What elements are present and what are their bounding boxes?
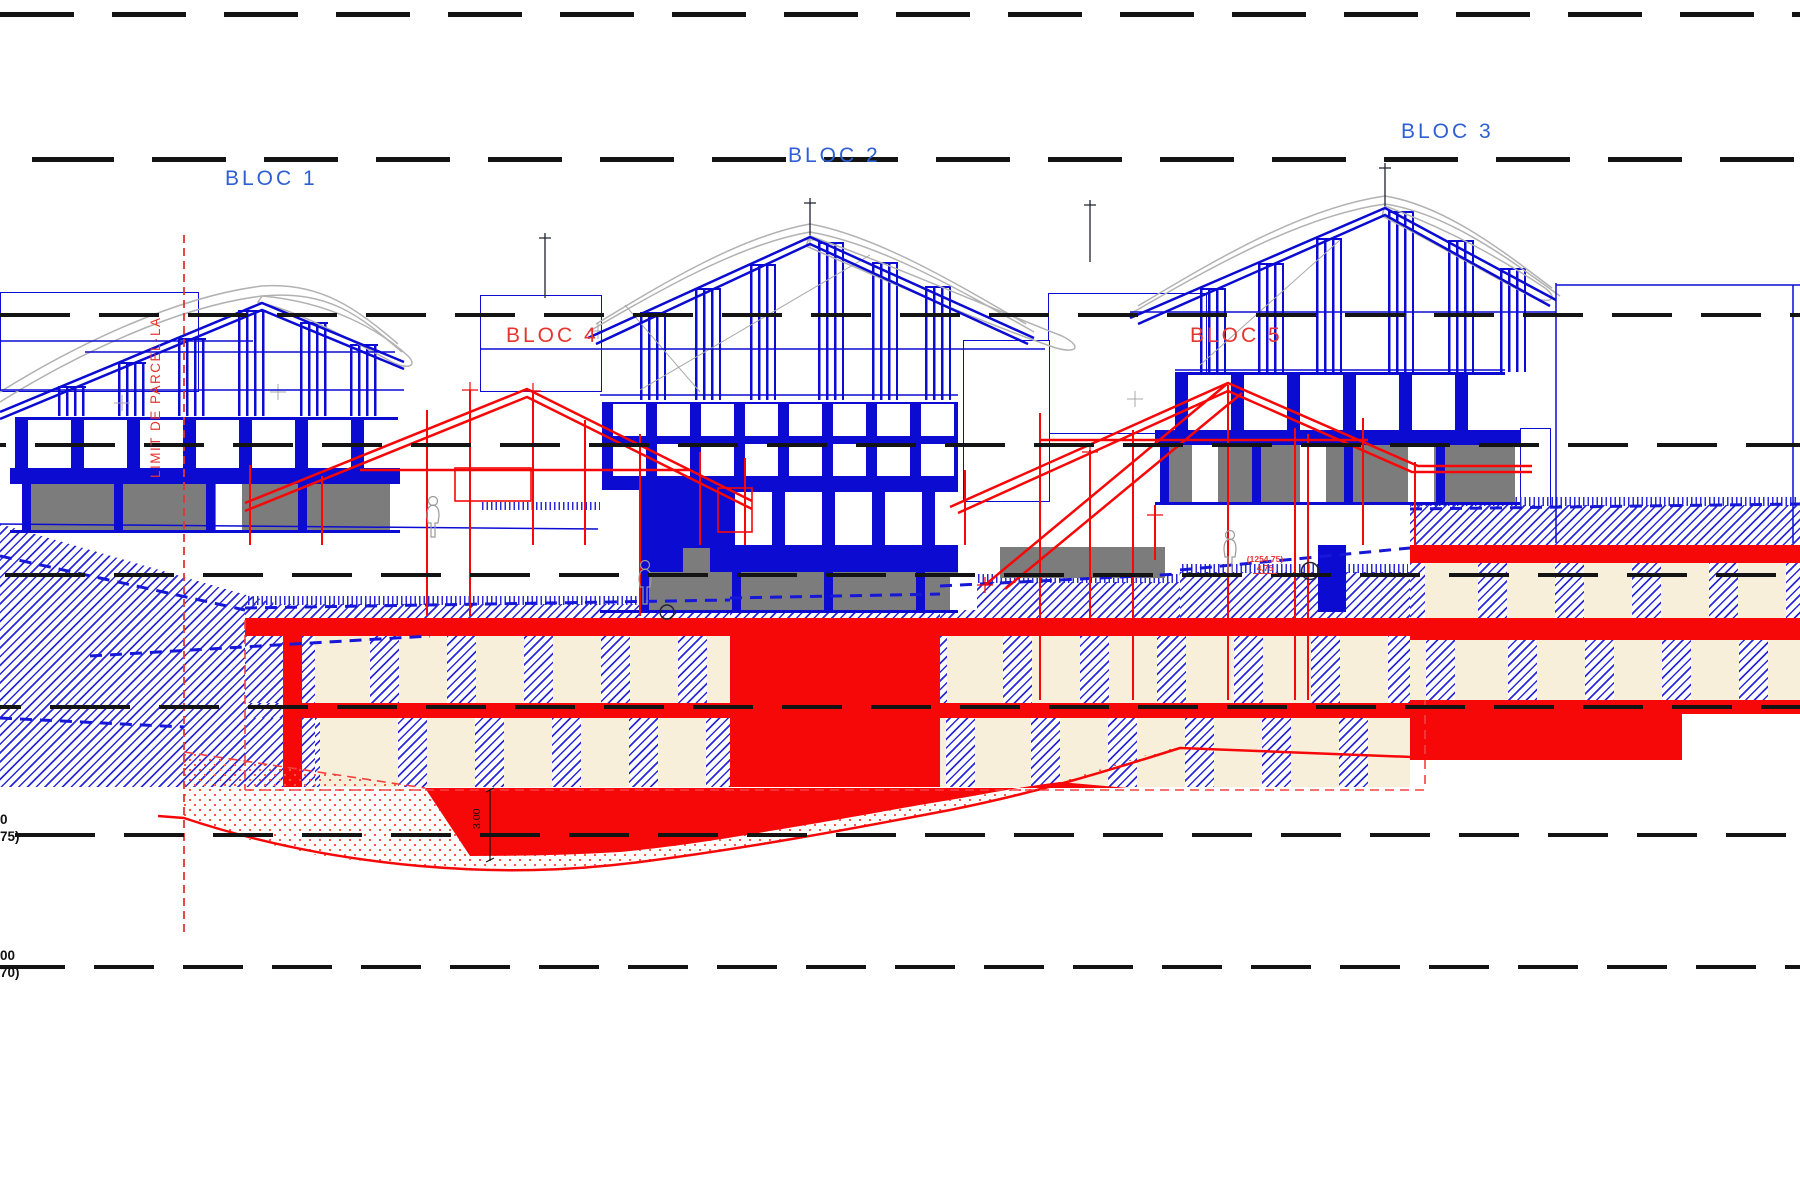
left-elevation-label-upper: 0 75) [0,811,20,845]
gable-window [1258,263,1284,372]
garage-gap [1300,445,1326,502]
gable-window [750,264,776,400]
foundation [1410,700,1682,760]
window-row [722,490,958,549]
floor-band [722,545,958,572]
bloc5-label: BLOC 5 [1190,324,1283,347]
top-slab [245,618,1410,636]
pier-zone [302,636,315,703]
terrain-dashed-blue-lines [0,502,1800,729]
survey-pole-icons [539,163,1391,298]
outline-box [963,340,1050,502]
gable-window [58,386,86,416]
human-figure-icons [426,495,1237,605]
detail-circle-markers [659,561,1320,620]
gable-window [695,288,721,400]
red-dashed-outline [183,620,1426,791]
mid-slab [1410,618,1800,640]
spot-elevation-label: (1254,75) 4,75 [1238,554,1292,574]
bloc3-label: BLOC 3 [1401,120,1494,143]
window-row [602,402,958,440]
outline-box [480,295,602,392]
parking-band [315,636,730,703]
excavation-red-mass [425,782,1128,856]
roof-outline-clouds [0,195,1561,403]
gable-window [178,338,206,416]
red-roof-lines [244,381,1532,590]
core-wall [730,636,940,703]
base-line [10,530,400,533]
gable-window [300,322,328,416]
vegetation-scribble [248,596,726,605]
elevation-text: 70) [0,965,20,980]
garage-gap [1192,445,1218,502]
bloc1-label: BLOC 1 [225,167,318,190]
vegetation-scribble [482,502,600,510]
spot-height-value: 4,75 [1238,563,1292,574]
garage-band [22,484,390,530]
elevation-text: 00 [0,948,16,963]
garage-gap [1408,445,1434,502]
survey-cross-icons [114,232,1341,411]
gable-window [1200,288,1226,372]
gable-window [238,310,266,416]
window-row [602,442,958,480]
parking-band [940,636,1410,703]
vertical-dimension-label: 3.00 [471,808,483,829]
terrain-red-line [157,746,1413,872]
garage-band [1160,445,1515,502]
blue-reference-lines [0,283,1800,543]
base-line [600,610,958,613]
red-cross-marks [462,382,1163,593]
parking-band [940,718,1410,787]
spot-elevation-value: (1254,75) [1246,554,1284,564]
ground-hatch-strip [940,582,1180,618]
base-line [1155,502,1520,505]
garage-gap [216,484,242,530]
garage-gap [950,574,977,610]
left-elevation-label-lower: 00 70) [0,947,20,981]
gable-window [872,262,898,400]
garage-band [640,572,958,610]
parking-band [315,718,730,787]
bloc4-label: BLOC 4 [506,324,599,347]
core-wall [730,718,940,787]
top-slab [1410,545,1800,563]
bloc2-label: BLOC 2 [788,144,881,167]
dimension-line [485,787,495,863]
side-wall [283,636,302,787]
parcel-limit-label: LIMIT DE PARCEL·LA [148,316,163,478]
red-detail-rects [454,467,753,533]
parking-band [1410,563,1800,618]
vegetation-scribble [1412,497,1798,506]
red-posts [249,385,1416,700]
gable-window [1388,211,1414,372]
ground-hatch-strip [1410,505,1800,545]
gable-window [925,286,951,400]
blue-roof-lines [0,206,1557,421]
elevation-text: 75) [0,829,20,844]
rail [602,436,958,442]
retaining-wall [1000,547,1165,578]
parking-band [1410,640,1800,700]
elevation-text: 0 [0,812,8,827]
